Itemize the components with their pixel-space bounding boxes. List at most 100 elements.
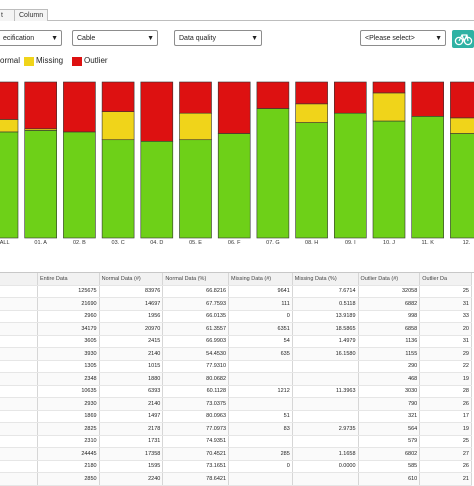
- classification-select[interactable]: ecification ▼: [0, 30, 62, 46]
- bar-outlier[interactable]: [450, 81, 474, 119]
- bar-normal[interactable]: [450, 133, 474, 239]
- bar-normal[interactable]: [24, 130, 58, 239]
- table-cell: 70.4521: [162, 447, 230, 461]
- x-tick-label: 07. G: [266, 240, 279, 246]
- table-cell: 7.6714: [292, 285, 359, 298]
- bar-normal[interactable]: [295, 122, 328, 239]
- column-header[interactable]: Normal Data (%): [162, 273, 230, 286]
- table-cell: 51: [228, 410, 293, 423]
- table-cell: 2240: [99, 472, 164, 486]
- table-cell: 80.0963: [162, 410, 230, 423]
- table-row[interactable]: 2930 2140 73.0375 790 26: [0, 397, 472, 411]
- bar-normal[interactable]: [101, 139, 135, 239]
- table-row[interactable]: 1869 1497 80.0963 51 321 17: [0, 410, 472, 423]
- item-select[interactable]: <Please select> ▼: [360, 30, 446, 46]
- column-header[interactable]: Missing Data (%): [292, 273, 359, 286]
- table-cell: 468: [358, 372, 421, 386]
- bar-outlier[interactable]: [295, 81, 328, 105]
- table-cell: 125675: [37, 285, 100, 298]
- table-row[interactable]: 24445 17358 70.4521 285 1.1658 6802 27: [0, 447, 472, 461]
- bar-normal[interactable]: [0, 131, 19, 239]
- bicycle-button[interactable]: [452, 30, 474, 48]
- table-row[interactable]: 2850 2240 78.6421 610 21: [0, 472, 472, 486]
- bar-normal[interactable]: [411, 116, 445, 239]
- bar-normal[interactable]: [372, 120, 406, 239]
- table-row[interactable]: 2310 1731 74.9351 579 25: [0, 435, 472, 448]
- table-cell: 0: [228, 310, 293, 323]
- x-tick-label: D ALL: [0, 240, 9, 246]
- bar-outlier[interactable]: [372, 81, 406, 94]
- table-cell: 13.9189: [292, 310, 359, 323]
- bar-missing[interactable]: [295, 103, 328, 123]
- table-cell: 998: [358, 310, 421, 323]
- table-cell: 17358: [99, 447, 164, 461]
- bar-outlier[interactable]: [256, 81, 290, 109]
- table-cell: [0, 335, 39, 348]
- bar-normal[interactable]: [63, 131, 96, 239]
- table-cell: 111: [228, 297, 293, 311]
- table-cell: [0, 310, 39, 323]
- tab-column[interactable]: Column: [14, 9, 49, 21]
- table-row[interactable]: 34179 20970 61.3557 6351 18.5865 6858 20: [0, 322, 472, 336]
- table-cell: 2140: [99, 397, 164, 411]
- x-tick-label: 12.: [463, 240, 471, 246]
- table-row[interactable]: 1305 1015 77.9310 290 22: [0, 360, 472, 373]
- column-header[interactable]: Outlier Da: [419, 273, 472, 286]
- table-row[interactable]: 2825 2178 77.0973 83 2.9735 564 19: [0, 422, 472, 436]
- bar-outlier[interactable]: [333, 81, 367, 114]
- x-tick-label: 10. J: [383, 240, 395, 246]
- bar-normal[interactable]: [333, 112, 367, 239]
- table-cell: [0, 447, 39, 461]
- table-cell: 66.9903: [162, 335, 230, 348]
- data-quality-select[interactable]: Data quality ▼: [174, 30, 262, 46]
- table-cell: 321: [358, 410, 421, 423]
- table-row[interactable]: 125675 83976 66.8216 9641 7.6714 32058 25: [0, 285, 472, 298]
- table-row[interactable]: 2960 1956 66.0135 0 13.9189 998 33: [0, 310, 472, 323]
- table-cell: 78.6421: [162, 472, 230, 486]
- bar-normal[interactable]: [179, 139, 212, 239]
- table-cell: 24445: [37, 447, 100, 461]
- column-header[interactable]: Normal Data (#): [99, 273, 164, 286]
- table-row[interactable]: 2348 1880 80.0682 468 19: [0, 372, 472, 386]
- table-cell: [292, 397, 359, 411]
- column-header[interactable]: Entire Data: [37, 273, 100, 286]
- bar-outlier[interactable]: [0, 81, 19, 120]
- column-header[interactable]: [0, 273, 39, 286]
- bar-missing[interactable]: [0, 119, 19, 133]
- bar-missing[interactable]: [179, 112, 212, 141]
- table-row[interactable]: 21690 14697 67.7593 111 0.5118 6882 31: [0, 297, 472, 311]
- table-row[interactable]: 10635 6393 60.1128 1212 11.3963 3030 28: [0, 385, 472, 398]
- legend-missing-label: Missing: [36, 56, 64, 65]
- column-header[interactable]: Outlier Data (#): [358, 273, 421, 286]
- table-row[interactable]: 3930 2140 54.4530 635 16.1580 1155 29: [0, 347, 472, 361]
- table-cell: 18.5865: [292, 322, 359, 336]
- bar-missing[interactable]: [450, 117, 474, 134]
- bar-outlier[interactable]: [24, 81, 58, 130]
- table-cell: 1731: [99, 435, 164, 448]
- bar-outlier[interactable]: [217, 81, 251, 134]
- table-row[interactable]: 2180 1595 73.1651 0 0.0000 585 26: [0, 460, 472, 473]
- bar-outlier[interactable]: [179, 81, 212, 114]
- bar-outlier[interactable]: [411, 81, 445, 117]
- bar-outlier[interactable]: [101, 81, 135, 112]
- legend-missing-swatch: [24, 57, 34, 66]
- table-cell: 2960: [37, 310, 100, 323]
- bar-normal[interactable]: [256, 108, 290, 239]
- column-header[interactable]: Missing Data (#): [228, 273, 293, 286]
- table-cell: 20: [419, 322, 472, 336]
- bar-normal[interactable]: [140, 140, 174, 239]
- bar-normal[interactable]: [217, 133, 251, 239]
- x-tick-label: 03. C: [112, 240, 125, 246]
- bar-missing[interactable]: [101, 111, 135, 141]
- table-cell: 1136: [358, 335, 421, 348]
- table-cell: 1212: [228, 385, 293, 398]
- table-row[interactable]: 3605 2415 66.9903 54 1.4979 1136 31: [0, 335, 472, 348]
- table-cell: [292, 472, 359, 486]
- table-body: 125675 83976 66.8216 9641 7.6714 32058 25 21690…: [0, 285, 472, 486]
- table-cell: [0, 460, 39, 473]
- bar-outlier[interactable]: [140, 81, 174, 142]
- cable-select[interactable]: Cable ▼: [72, 30, 158, 46]
- bar-outlier[interactable]: [63, 81, 96, 133]
- table-cell: 6802: [358, 447, 421, 461]
- bar-missing[interactable]: [372, 92, 406, 122]
